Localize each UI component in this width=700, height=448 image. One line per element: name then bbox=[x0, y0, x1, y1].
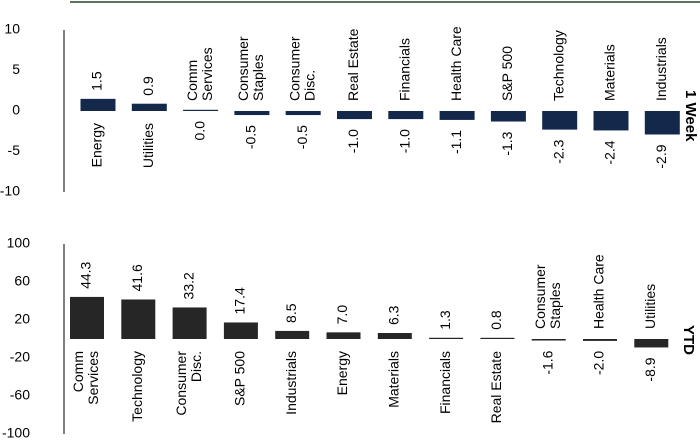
bar bbox=[131, 103, 167, 111]
value-label: -0.5 bbox=[294, 125, 310, 149]
category-label: Industrials bbox=[283, 351, 299, 415]
category-label: Financials bbox=[437, 351, 453, 414]
category-label: Comm bbox=[184, 60, 200, 101]
value-label: 1.5 bbox=[89, 71, 105, 91]
value-label: 1.3 bbox=[437, 310, 453, 330]
value-label: 0.8 bbox=[488, 310, 504, 330]
category-label: Health Care bbox=[448, 26, 464, 101]
value-label: 6.3 bbox=[386, 305, 402, 325]
bar bbox=[223, 322, 258, 339]
y-tick-label: 100 bbox=[7, 235, 31, 251]
category-label: Real Estate bbox=[345, 28, 361, 101]
category-label: Disc. bbox=[301, 70, 317, 101]
value-label: -1.1 bbox=[448, 130, 464, 154]
category-label: Services bbox=[85, 351, 101, 405]
category-label: Consumer bbox=[286, 36, 302, 101]
category-label: Disc. bbox=[188, 351, 204, 382]
category-label: Technology bbox=[129, 351, 145, 422]
value-label: -1.3 bbox=[499, 131, 515, 155]
bar bbox=[70, 296, 104, 339]
value-label: -1.0 bbox=[397, 129, 413, 153]
bar bbox=[377, 333, 412, 339]
category-label: Materials bbox=[386, 351, 402, 408]
value-label: 7.0 bbox=[334, 305, 350, 325]
bar bbox=[326, 332, 361, 339]
panel-side-label: 1 Week bbox=[682, 90, 699, 142]
y-tick-label: 10 bbox=[4, 21, 20, 37]
y-tick-label: -20 bbox=[10, 349, 30, 365]
bar bbox=[429, 337, 464, 339]
category-label: Utilities bbox=[140, 123, 156, 168]
bar bbox=[634, 339, 669, 348]
panel-side-label: YTD bbox=[680, 325, 697, 355]
category-label: Real Estate bbox=[488, 351, 504, 424]
value-label: 0.9 bbox=[140, 76, 156, 96]
bar bbox=[275, 330, 310, 339]
bar bbox=[593, 111, 629, 131]
category-label: Consumer bbox=[532, 264, 548, 329]
y-tick-label: 0 bbox=[12, 102, 20, 118]
bar bbox=[183, 109, 219, 111]
value-label: 41.6 bbox=[129, 264, 145, 291]
bar bbox=[285, 111, 321, 116]
category-label: Consumer bbox=[235, 36, 251, 101]
value-label: -8.9 bbox=[642, 357, 658, 381]
y-tick-label: -100 bbox=[2, 425, 30, 441]
category-label: Health Care bbox=[591, 254, 607, 329]
bar bbox=[583, 339, 617, 341]
category-label: Financials bbox=[397, 38, 413, 101]
bar bbox=[490, 111, 526, 122]
category-label: S&P 500 bbox=[232, 351, 248, 406]
value-label: -1.6 bbox=[539, 350, 555, 374]
bar bbox=[531, 339, 566, 341]
category-label: Energy bbox=[334, 351, 350, 395]
value-label: 0.0 bbox=[191, 121, 207, 141]
value-label: 17.4 bbox=[232, 287, 248, 314]
category-label: Comm bbox=[70, 351, 86, 392]
value-label: -2.4 bbox=[602, 140, 618, 164]
ytd-chart-panel: 100 60 20 -20 -60 -100 YTD Comm Services 44.3 Tech… bbox=[2, 235, 697, 441]
value-label: -2.0 bbox=[591, 351, 607, 375]
category-label: Materials bbox=[602, 44, 618, 101]
value-label: -2.3 bbox=[550, 139, 566, 163]
category-label: Staples bbox=[250, 54, 266, 101]
category-label: S&P 500 bbox=[499, 46, 515, 101]
value-label: -2.9 bbox=[653, 144, 669, 168]
value-label: 8.5 bbox=[283, 303, 299, 323]
y-tick-label: 5 bbox=[12, 61, 20, 77]
bar bbox=[542, 111, 578, 130]
y-tick-label: -5 bbox=[8, 142, 21, 158]
bar bbox=[80, 98, 116, 111]
bar bbox=[337, 111, 372, 120]
y-tick-label: -10 bbox=[0, 183, 20, 199]
bar bbox=[644, 111, 680, 135]
value-label: -1.0 bbox=[345, 129, 361, 153]
bar bbox=[439, 111, 475, 120]
bar bbox=[172, 307, 207, 339]
value-label: -0.5 bbox=[243, 125, 259, 149]
bar bbox=[480, 337, 515, 339]
bar bbox=[234, 111, 270, 116]
y-tick-label: 60 bbox=[14, 273, 30, 289]
category-label: Technology bbox=[550, 30, 566, 101]
bar bbox=[121, 299, 156, 339]
category-label: Services bbox=[199, 47, 215, 101]
bar bbox=[388, 111, 424, 120]
category-label: Utilities bbox=[642, 284, 658, 329]
category-label: Industrials bbox=[653, 37, 669, 101]
y-tick-label: 20 bbox=[14, 311, 30, 327]
category-label: Staples bbox=[547, 282, 563, 329]
value-label: 33.2 bbox=[180, 272, 196, 299]
week-chart-panel: 10 5 0 -5 -10 1 Week Energy 1.5 Utilities 0.9 Comm… bbox=[0, 21, 699, 199]
category-label: Consumer bbox=[173, 351, 189, 416]
category-label: Energy bbox=[89, 123, 105, 167]
value-label: 44.3 bbox=[78, 261, 94, 288]
y-tick-label: -60 bbox=[10, 387, 30, 403]
